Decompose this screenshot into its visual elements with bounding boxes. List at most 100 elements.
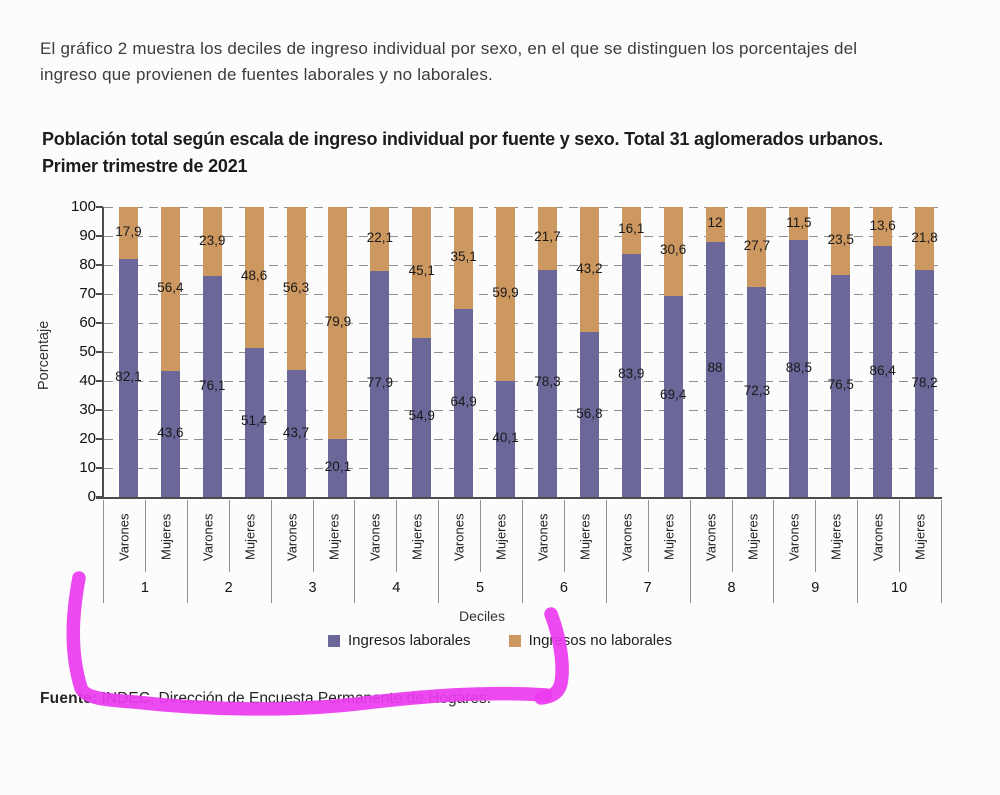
bar-no-laborales-mujeres-d1 [160, 207, 180, 371]
gridline [104, 264, 942, 266]
bar-laborales-mujeres-d1 [160, 370, 180, 497]
intro-line-1: El gráfico 2 muestra los deciles de ingr… [40, 39, 858, 58]
value-label-no-laborales-mujeres-d2: 48,6 [241, 268, 268, 284]
value-label-no-laborales-mujeres-d9: 23,5 [827, 232, 854, 248]
decile-label-10: 10 [891, 580, 908, 596]
value-label-no-laborales-mujeres-d10: 21,8 [911, 229, 938, 245]
legend-swatch-laborales [327, 634, 340, 647]
chart-title-line-2: Primer trimestre de 2021 [42, 156, 248, 176]
axis-separator-decile [522, 500, 523, 603]
bar-no-laborales-varones-d7 [621, 207, 641, 254]
bar-laborales-varones-d7 [621, 253, 641, 497]
legend-item-laborales: Ingresos laborales [327, 632, 471, 649]
bar-no-laborales-mujeres-d2 [244, 207, 264, 348]
bar-laborales-mujeres-d9 [831, 275, 851, 497]
category-label-varones: Varones [786, 513, 802, 561]
value-label-no-laborales-varones-d2: 23,9 [199, 232, 226, 248]
bar-laborales-varones-d1 [118, 258, 138, 497]
category-label-varones: Varones [619, 513, 635, 561]
legend-label-laborales: Ingresos laborales [347, 632, 471, 649]
value-label-laborales-mujeres-d5: 40,1 [492, 429, 519, 445]
bar-no-laborales-varones-d10 [873, 207, 893, 247]
value-label-no-laborales-varones-d8: 12 [707, 215, 723, 231]
bar-no-laborales-varones-d8 [705, 207, 725, 242]
bar-laborales-varones-d4 [370, 271, 390, 497]
y-tick-label: 90 [79, 227, 96, 244]
axis-separator-decile [270, 500, 272, 603]
axis-separator-decile [186, 500, 188, 603]
value-label-laborales-varones-d1: 82,1 [115, 368, 142, 384]
category-label-mujeres: Mujeres [577, 513, 593, 561]
value-label-laborales-varones-d10: 86,4 [869, 362, 896, 378]
value-label-laborales-mujeres-d9: 76,5 [827, 377, 854, 393]
axis-separator-sex [312, 500, 314, 572]
source-text: INDEC, Dirección de Encuesta Permanente … [97, 690, 492, 707]
axis-separator-sex [899, 500, 901, 572]
category-label-mujeres: Mujeres [661, 513, 677, 561]
decile-label-2: 2 [224, 580, 233, 596]
bar-laborales-varones-d8 [705, 241, 725, 497]
value-label-no-laborales-varones-d5: 35,1 [450, 248, 477, 264]
source-note: Fuente: INDEC, Dirección de Encuesta Per… [40, 690, 840, 708]
value-label-no-laborales-mujeres-d6: 43,2 [576, 260, 603, 276]
y-tick-label: 50 [79, 343, 96, 360]
value-label-laborales-mujeres-d2: 51,4 [241, 413, 268, 429]
y-tick-label: 40 [79, 372, 96, 389]
axis-separator-sex [563, 500, 565, 572]
value-label-laborales-mujeres-d6: 56,8 [576, 405, 603, 421]
value-label-laborales-mujeres-d1: 43,6 [157, 424, 184, 440]
y-tick-label: 100 [70, 198, 96, 215]
gridline [104, 409, 942, 411]
category-label-varones: Varones [451, 513, 467, 561]
bar-laborales-varones-d9 [789, 240, 809, 497]
value-label-no-laborales-mujeres-d8: 27,7 [743, 238, 771, 254]
y-tick-label: 20 [79, 430, 96, 447]
category-label-mujeres: Mujeres [242, 513, 258, 561]
axis-separator-sex [731, 500, 733, 572]
bar-laborales-varones-d5 [454, 308, 474, 497]
y-tick-label: 10 [79, 459, 96, 476]
y-tick-mark [96, 235, 103, 237]
chart-title-line-1: Población total según escala de ingreso … [42, 129, 884, 149]
value-label-no-laborales-varones-d3: 56,3 [282, 279, 310, 295]
value-label-laborales-mujeres-d8: 72,3 [743, 383, 771, 399]
value-label-no-laborales-mujeres-d4: 45,1 [408, 263, 435, 279]
axis-separator-sex [228, 500, 230, 572]
y-tick-mark [96, 467, 103, 469]
value-label-no-laborales-varones-d4: 22,1 [366, 230, 393, 246]
bar-laborales-mujeres-d3 [328, 438, 348, 497]
bar-laborales-mujeres-d5 [496, 380, 516, 497]
value-label-laborales-mujeres-d10: 78,2 [911, 374, 938, 390]
x-axis-title: Deciles [459, 608, 505, 624]
bar-no-laborales-mujeres-d8 [747, 207, 767, 288]
axis-separator-decile [689, 500, 691, 603]
value-label-laborales-mujeres-d7: 69,4 [660, 387, 687, 403]
gridline [104, 467, 942, 469]
category-label-mujeres: Mujeres [912, 513, 928, 561]
y-tick-mark [96, 409, 103, 411]
y-tick-mark [96, 438, 103, 440]
bar-laborales-varones-d10 [873, 246, 893, 497]
value-label-no-laborales-varones-d10: 13,6 [869, 217, 896, 233]
axis-separator-decile [605, 500, 607, 603]
bar-no-laborales-varones-d2 [202, 207, 222, 277]
value-label-no-laborales-mujeres-d1: 56,4 [157, 279, 184, 295]
bar-no-laborales-varones-d5 [454, 207, 474, 309]
y-tick-label: 80 [79, 256, 96, 273]
bar-no-laborales-mujeres-d4 [412, 207, 432, 338]
legend-swatch-no-laborales [508, 634, 521, 647]
y-tick-label: 70 [79, 285, 96, 302]
value-label-no-laborales-varones-d6: 21,7 [534, 229, 561, 245]
bar-no-laborales-mujeres-d3 [328, 207, 348, 439]
source-label: Fuente: [40, 690, 98, 707]
gridline [104, 235, 942, 237]
category-label-varones: Varones [116, 513, 132, 561]
gridline [104, 380, 942, 382]
bar-laborales-mujeres-d4 [412, 337, 432, 497]
y-tick-mark [96, 264, 103, 266]
value-label-no-laborales-varones-d7: 16,1 [618, 221, 645, 237]
y-tick-label: 60 [79, 314, 96, 331]
value-label-no-laborales-mujeres-d3: 79,9 [324, 313, 352, 329]
value-label-laborales-varones-d9: 88,5 [785, 359, 812, 375]
bar-no-laborales-varones-d6 [537, 207, 557, 270]
